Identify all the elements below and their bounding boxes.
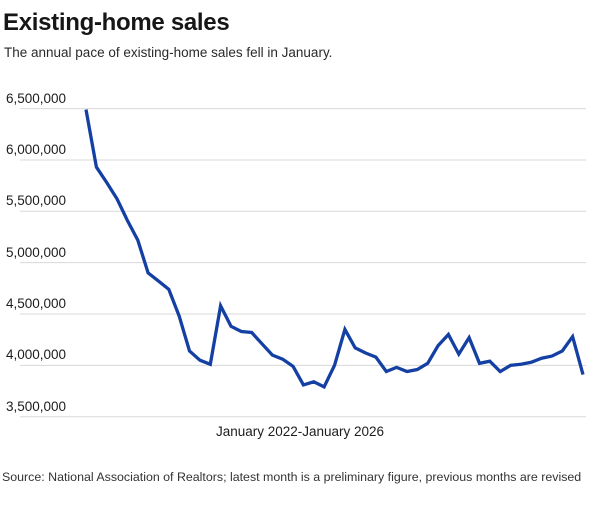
- y-tick-label: 6,500,000: [6, 90, 67, 106]
- chart-subtitle: The annual pace of existing-home sales f…: [4, 45, 333, 60]
- sales-line: [84, 109, 585, 390]
- y-tick-label: 3,500,000: [6, 398, 67, 414]
- y-tick-label: 6,000,000: [6, 141, 67, 157]
- y-tick-label: 5,500,000: [6, 193, 67, 209]
- x-axis-caption: January 2022-January 2026: [215, 424, 385, 439]
- y-tick-label: 4,000,000: [6, 347, 67, 363]
- source-note: Source: National Association of Realtors…: [2, 470, 582, 484]
- sales-line-path: [84, 109, 585, 390]
- gridlines: [20, 108, 586, 418]
- chart-title: Existing-home sales: [3, 9, 230, 36]
- y-tick-label: 4,500,000: [6, 296, 67, 311]
- y-tick-label: 5,000,000: [6, 244, 67, 260]
